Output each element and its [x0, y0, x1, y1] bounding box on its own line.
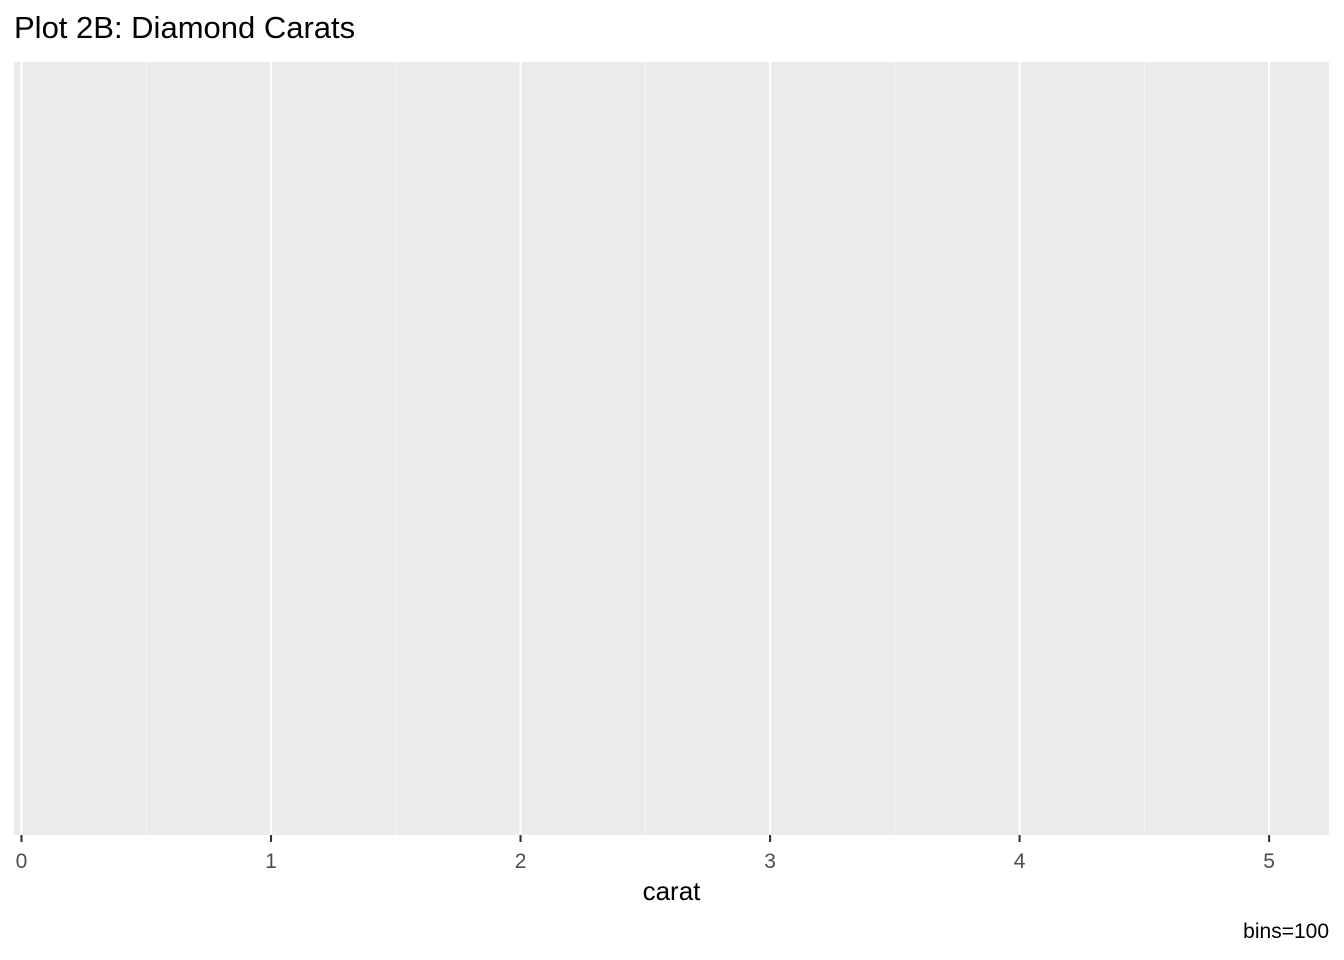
x-tick-label: 5 [1263, 850, 1275, 873]
x-tick-label: 0 [16, 850, 28, 873]
plot-panel [14, 62, 1329, 835]
x-axis-ticks [20, 835, 1271, 842]
chart-title: Plot 2B: Diamond Carats [14, 10, 356, 45]
x-tick-label: 3 [764, 850, 776, 873]
x-tick-label: 1 [265, 850, 277, 873]
chart-caption: bins=100 [1243, 920, 1329, 943]
x-tick-label: 4 [1014, 850, 1026, 873]
minor-gridlines [145, 62, 1145, 835]
x-tick-label: 2 [515, 850, 527, 873]
x-axis-tick-labels: 0 1 2 3 4 5 [16, 850, 1275, 873]
x-axis-title: carat [642, 876, 701, 906]
major-gridlines [20, 62, 1271, 835]
